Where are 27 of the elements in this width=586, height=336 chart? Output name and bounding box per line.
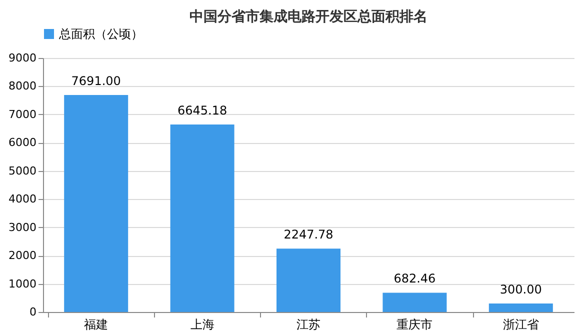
bar — [170, 124, 234, 312]
y-tick-label: 6000 — [8, 136, 36, 150]
y-tick-label: 5000 — [8, 164, 36, 178]
data-label: 682.46 — [394, 272, 436, 286]
y-tick-label: 9000 — [8, 52, 36, 64]
y-tick-label: 3000 — [8, 220, 36, 234]
y-tick-label: 8000 — [8, 80, 36, 93]
data-label: 2247.78 — [284, 228, 334, 242]
data-label: 6645.18 — [177, 103, 228, 118]
x-tick-label: 上海 — [190, 318, 214, 332]
bar — [382, 292, 447, 312]
x-tick-label: 江苏 — [296, 318, 320, 332]
data-label: 7691.00 — [71, 74, 121, 88]
legend-label: 总面积（公顷） — [58, 27, 143, 41]
x-tick-label: 福建 — [84, 318, 108, 332]
y-tick-label: 2000 — [8, 249, 36, 262]
data-label: 300.00 — [500, 282, 542, 297]
bar — [488, 304, 553, 312]
bar — [64, 94, 128, 312]
x-tick-label: 浙江省 — [502, 318, 539, 332]
y-tick-label: 4000 — [8, 192, 36, 206]
bar — [276, 248, 340, 312]
y-tick-label: 0 — [30, 306, 36, 318]
chart-title: 中国分省市集成电路开发区总面积排名 — [190, 8, 428, 25]
x-tick-label: 重庆市 — [396, 318, 433, 332]
y-tick-label: 7000 — [8, 108, 36, 121]
y-tick-label: 1000 — [8, 277, 36, 290]
